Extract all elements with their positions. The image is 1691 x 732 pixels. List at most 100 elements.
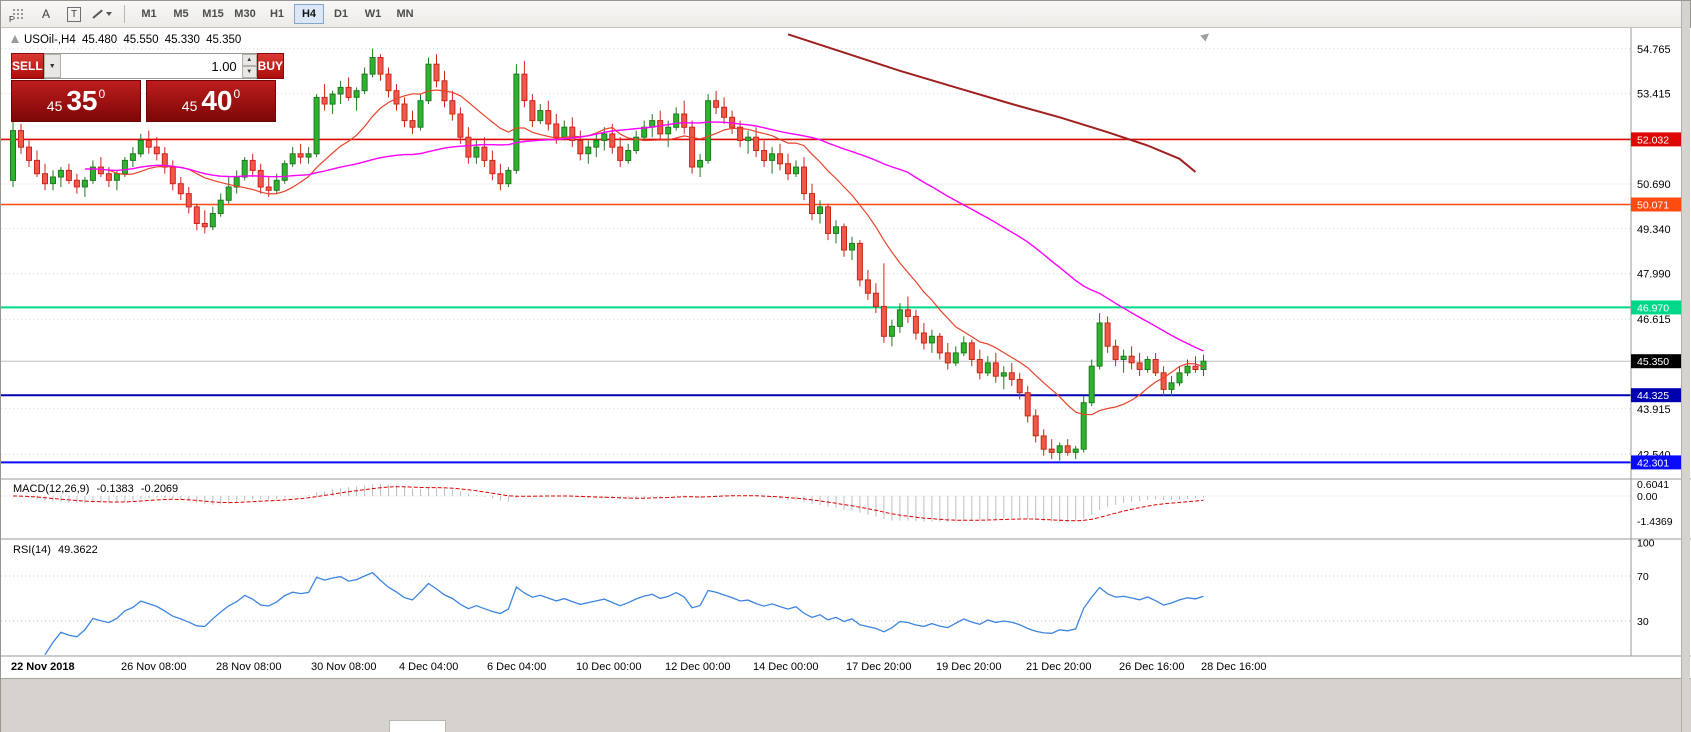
candle bbox=[569, 126, 576, 141]
candle bbox=[97, 166, 104, 175]
timeframe-button-d1[interactable]: D1 bbox=[326, 4, 356, 24]
timeframe-button-h4[interactable]: H4 bbox=[294, 4, 324, 24]
volume-down-button[interactable]: ▼ bbox=[241, 66, 257, 78]
candle bbox=[617, 146, 624, 161]
candle bbox=[225, 186, 232, 201]
buy-price-point: 0 bbox=[233, 87, 241, 101]
text-label-tool-icon[interactable]: A bbox=[33, 4, 59, 25]
time-axis-label: 10 Dec 00:00 bbox=[576, 661, 642, 673]
timeframe-button-mn[interactable]: MN bbox=[390, 4, 420, 24]
candle bbox=[137, 140, 144, 155]
window-frame-right bbox=[1681, 1, 1690, 732]
sell-price-button[interactable]: 45 35 0 bbox=[11, 80, 141, 122]
candle bbox=[601, 133, 608, 142]
candle bbox=[433, 63, 440, 82]
time-axis[interactable]: 22 Nov 2018 26 Nov 08:00 28 Nov 08:00 30 No… bbox=[1, 659, 1631, 678]
moving-averages bbox=[84, 33, 1204, 416]
candle bbox=[297, 153, 304, 158]
candle bbox=[689, 126, 696, 168]
time-axis-label: 12 Dec 00:00 bbox=[665, 661, 731, 673]
text-box-tool-icon[interactable]: T bbox=[61, 4, 87, 25]
stamp-grid-icon[interactable]: F bbox=[5, 4, 31, 25]
candle bbox=[105, 173, 112, 181]
level-price-tag-label: 45.350 bbox=[1637, 356, 1669, 368]
buy-price-pips: 40 bbox=[201, 85, 233, 116]
timeframe-button-m15[interactable]: M15 bbox=[198, 4, 228, 24]
time-axis-label: 6 Dec 04:00 bbox=[487, 661, 547, 673]
candle bbox=[849, 242, 855, 251]
volume-input[interactable] bbox=[60, 54, 242, 78]
candle bbox=[1040, 435, 1047, 450]
bottom-status-box bbox=[389, 720, 446, 732]
candle bbox=[145, 140, 152, 148]
candle bbox=[305, 153, 312, 158]
shapes-dropdown-button[interactable] bbox=[89, 4, 115, 25]
candle bbox=[888, 325, 895, 337]
candle bbox=[577, 140, 584, 155]
candle bbox=[1016, 378, 1023, 394]
candle bbox=[960, 342, 967, 354]
candle bbox=[57, 169, 64, 178]
candle bbox=[1192, 365, 1199, 371]
rsi-axis-label: 100 bbox=[1637, 537, 1655, 549]
macd-signal-line bbox=[12, 486, 1204, 522]
candle bbox=[976, 359, 983, 374]
timeframe-button-h1[interactable]: H1 bbox=[262, 4, 292, 24]
candle bbox=[393, 90, 400, 105]
price-tick-label: 43.915 bbox=[1637, 404, 1671, 416]
candle bbox=[1024, 392, 1031, 417]
time-axis-label: 19 Dec 20:00 bbox=[936, 661, 1002, 673]
candle bbox=[633, 136, 640, 151]
ma-fast bbox=[108, 89, 1204, 416]
candle bbox=[769, 153, 776, 161]
level-lines[interactable] bbox=[1, 138, 1631, 464]
macd-indicator-label: MACD(12,26,9) -0.1383 -0.2069 bbox=[13, 483, 182, 495]
candle bbox=[257, 169, 264, 188]
timeframe-button-w1[interactable]: W1 bbox=[358, 4, 388, 24]
candle bbox=[657, 120, 664, 135]
buy-price-button[interactable]: 45 40 0 bbox=[146, 80, 276, 122]
timeframe-button-m30[interactable]: M30 bbox=[230, 4, 260, 24]
candle bbox=[1160, 372, 1167, 390]
candle bbox=[896, 309, 903, 327]
candle bbox=[1136, 362, 1143, 370]
chart-shift-marker-icon[interactable] bbox=[11, 35, 19, 43]
rsi-indicator-label: RSI(14) 49.3622 bbox=[13, 544, 102, 556]
timeframe-button-m1[interactable]: M1 bbox=[134, 4, 164, 24]
candle bbox=[177, 183, 184, 195]
candle bbox=[50, 176, 56, 185]
time-axis-label: 21 Dec 20:00 bbox=[1026, 661, 1092, 673]
price-tick-label: 50.690 bbox=[1637, 179, 1671, 191]
candle bbox=[801, 166, 807, 195]
current-price-tag bbox=[1631, 354, 1683, 369]
candle bbox=[121, 159, 128, 175]
candle bbox=[681, 113, 688, 128]
low-value: 45.330 bbox=[164, 34, 200, 46]
candle bbox=[1176, 372, 1183, 384]
dots-grid-icon bbox=[11, 7, 25, 21]
candle bbox=[26, 146, 32, 161]
sell-button[interactable]: SELL bbox=[11, 53, 44, 79]
price-axis[interactable]: 54.765 53.415 50.690 49.340 47.990 46.615 43.9… bbox=[1631, 44, 1683, 470]
candle bbox=[409, 120, 416, 128]
candle bbox=[337, 86, 344, 95]
candle bbox=[505, 169, 512, 185]
candle bbox=[904, 309, 911, 317]
candle bbox=[1200, 360, 1207, 371]
candle bbox=[1128, 355, 1135, 364]
timeframe-button-m5[interactable]: M5 bbox=[166, 4, 196, 24]
candle bbox=[1080, 402, 1087, 450]
candle bbox=[1088, 365, 1095, 404]
candle bbox=[449, 100, 456, 115]
price-chart-canvas[interactable]: 54.765 53.415 50.690 49.340 47.990 46.615 43.9… bbox=[1, 28, 1691, 678]
candle bbox=[169, 166, 176, 185]
time-axis-label: 17 Dec 20:00 bbox=[846, 661, 912, 673]
candle bbox=[321, 96, 328, 105]
candle bbox=[529, 100, 536, 122]
volume-up-button[interactable]: ▲ bbox=[241, 54, 257, 66]
volume-dropdown-button[interactable]: ▼ bbox=[43, 54, 61, 78]
candle bbox=[42, 173, 48, 185]
candle bbox=[665, 126, 672, 135]
bottom-strip bbox=[1, 678, 1691, 732]
buy-button[interactable]: BUY bbox=[256, 53, 285, 79]
